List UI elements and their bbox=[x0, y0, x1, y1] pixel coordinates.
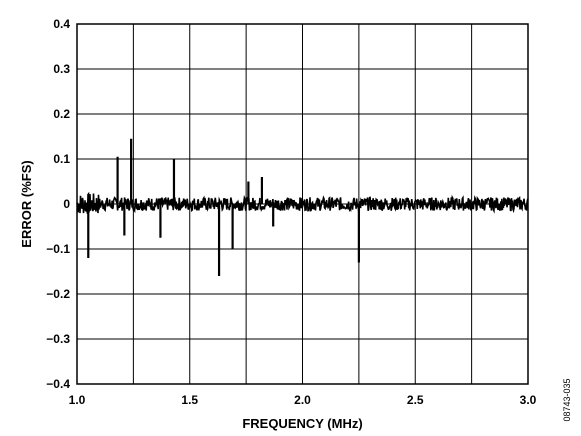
y-tick-label: −0.1 bbox=[46, 242, 70, 256]
plot-frame bbox=[76, 23, 529, 385]
y-tick-label: −0.2 bbox=[46, 287, 70, 301]
x-tick-labels: 1.0 1.5 2.0 2.5 3.0 bbox=[69, 393, 537, 407]
noise-trace bbox=[76, 191, 529, 214]
figure-id: 08743-035 bbox=[562, 378, 572, 421]
y-tick-label: 0.2 bbox=[53, 107, 70, 121]
y-tick-label: 0 bbox=[63, 197, 70, 211]
x-axis-label: FREQUENCY (MHz) bbox=[242, 416, 362, 431]
y-tick-label: 0.3 bbox=[53, 62, 70, 76]
y-axis-label: ERROR (%FS) bbox=[19, 160, 34, 247]
y-tick-labels: 0.4 0.3 0.2 0.1 0 −0.1 −0.2 −0.3 −0.4 bbox=[46, 17, 70, 391]
x-tick-label: 1.5 bbox=[181, 393, 198, 407]
x-tick-label: 3.0 bbox=[520, 393, 537, 407]
x-tick-label: 2.0 bbox=[294, 393, 311, 407]
y-tick-label: −0.4 bbox=[46, 377, 70, 391]
series-error bbox=[76, 138, 529, 276]
y-tick-label: −0.3 bbox=[46, 332, 70, 346]
y-tick-label: 0.1 bbox=[53, 152, 70, 166]
y-tick-label: 0.4 bbox=[53, 17, 70, 31]
x-tick-label: 2.5 bbox=[407, 393, 424, 407]
x-tick-label: 1.0 bbox=[69, 393, 86, 407]
